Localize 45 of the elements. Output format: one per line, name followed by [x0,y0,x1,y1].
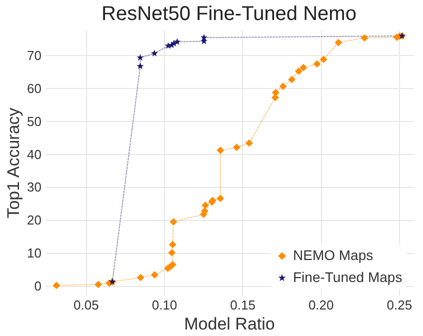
y-tick-label: 60 [27,80,42,96]
point [150,271,158,279]
y-tick-label: 50 [27,114,42,129]
point [170,218,178,226]
point [313,60,321,68]
point [294,67,302,75]
x-tick-label: 0.20 [308,298,334,312]
point [216,194,224,202]
point [52,282,60,290]
point [288,76,296,84]
point [320,56,328,64]
y-tick-label: 30 [27,180,42,195]
point [150,50,158,56]
point [300,64,308,72]
y-axis-title: Top1 Accuracy [4,107,24,218]
point [168,240,176,248]
point [136,62,144,70]
point [360,34,368,42]
point [174,38,181,45]
y-tick-label: 10 [27,246,42,261]
point [334,38,342,46]
legend-label: NEMO Maps [293,247,374,263]
x-tick-label: 0.15 [230,298,256,312]
point [232,144,240,152]
point [136,274,144,282]
point [272,88,280,96]
point [168,249,176,257]
y-tick-label: 40 [27,146,42,162]
y-tick-label: 0 [34,278,42,294]
y-tick-label: 70 [27,48,42,63]
legend-label: Fine-Tuned Maps [293,269,402,285]
point [136,54,144,61]
x-tick-label: 0.10 [152,298,178,312]
x-tick-label: 0.25 [386,298,412,312]
point [200,34,208,41]
point [94,280,102,288]
x-axis-title: Model Ratio [184,314,275,334]
point [168,260,176,268]
point [245,139,253,147]
point [216,146,224,154]
chart-title: ResNet50 Fine-Tuned Nemo [102,3,356,25]
point [279,82,287,90]
y-tick-label: 20 [27,212,42,228]
x-tick-label: 0.05 [74,298,99,312]
point [202,202,210,210]
